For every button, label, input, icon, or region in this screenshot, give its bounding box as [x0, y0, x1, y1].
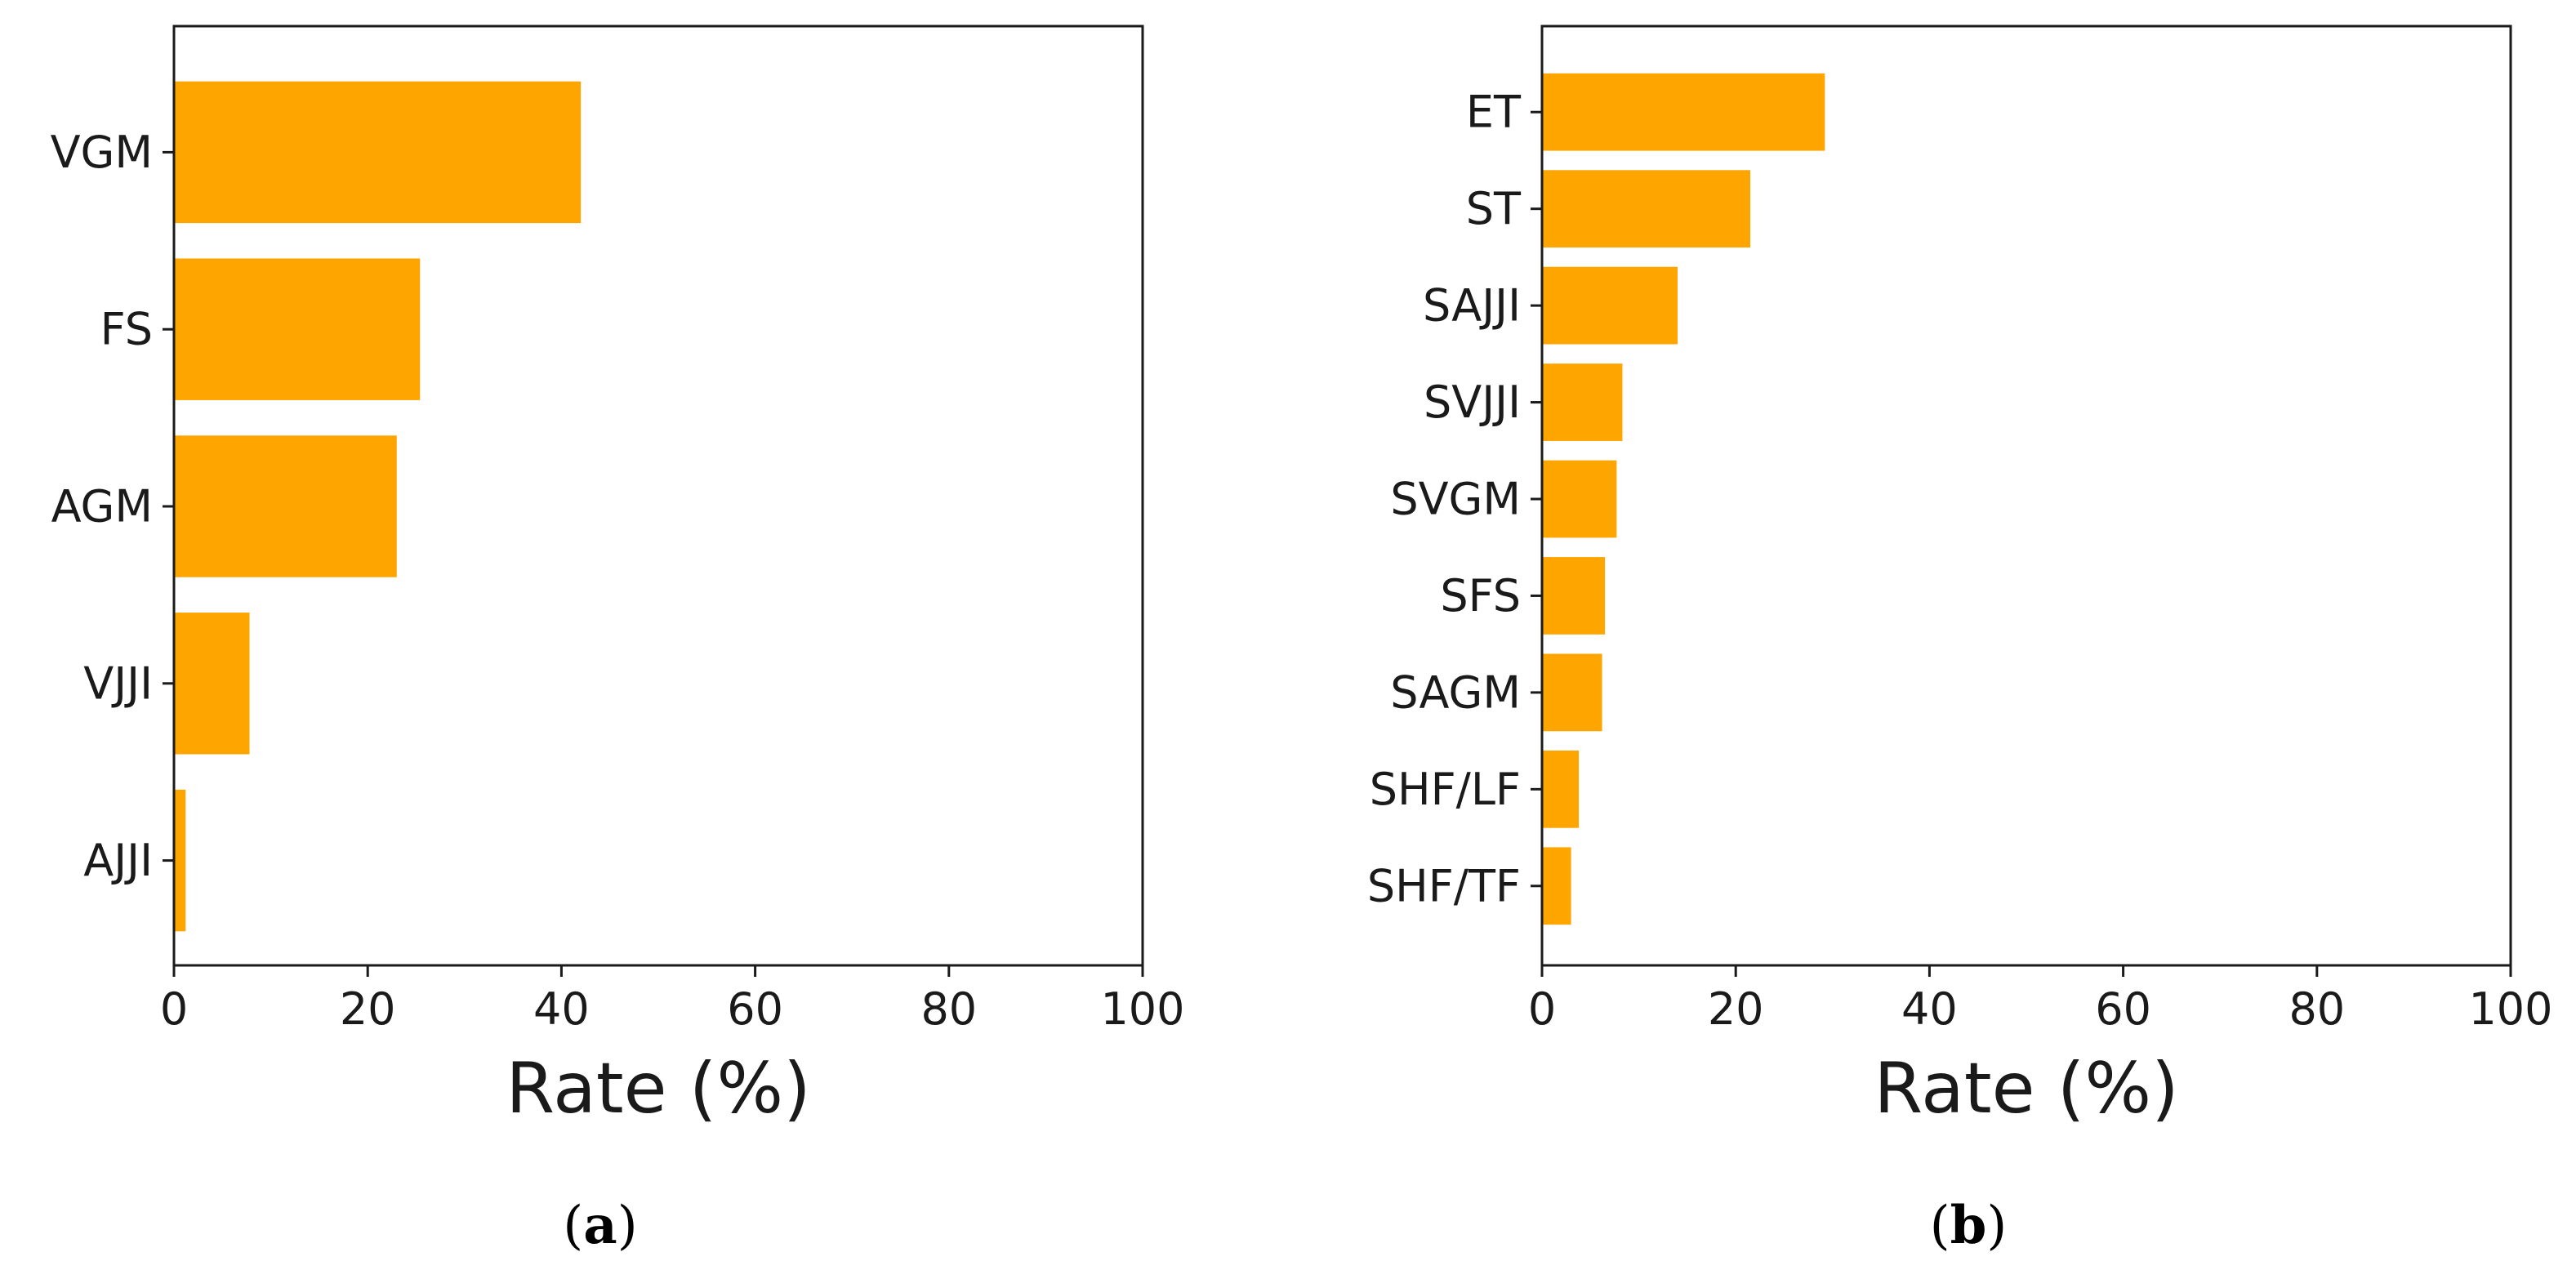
chart-a-xtick-label-5: 100	[1100, 983, 1184, 1035]
chart-a-ytick-label-1: FS	[100, 304, 153, 355]
chart-a-caption-letter: a	[583, 1195, 617, 1256]
chart-a-xtick-label-1: 20	[340, 983, 396, 1035]
chart-b-bar-7	[1542, 750, 1580, 828]
chart-a-bar-0	[174, 81, 582, 224]
chart-b-yticks: ET ST SAJJI SVJJI SVGM SFS SAGM SHF/LF SHF/TF	[1367, 87, 1542, 911]
chart-b-xtick-label-1: 20	[1708, 983, 1764, 1035]
chart-b-bar-4	[1542, 460, 1617, 538]
chart-b-xtick-label-3: 60	[2095, 983, 2151, 1035]
chart-a-frame	[172, 25, 1144, 967]
chart-a-xlabel: Rate (%)	[506, 1048, 810, 1130]
chart-a-bars	[174, 81, 582, 932]
chart-a-ytick-label-0: VGM	[51, 127, 153, 178]
chart-b-bars	[1542, 73, 1825, 925]
chart-b-caption-close: )	[1986, 1196, 2007, 1256]
chart-b-caption-letter: b	[1950, 1195, 1987, 1256]
chart-a-xticks: 0 20 40 60 80 100	[160, 965, 1185, 1035]
chart-b-caption-open: (	[1930, 1196, 1950, 1256]
chart-b-ytick-label-6: SAGM	[1390, 666, 1521, 718]
chart-b-xtick-label-5: 100	[2468, 983, 2552, 1035]
chart-b: ET ST SAJJI SVJJI SVGM SFS SAGM SHF/LF SHF/TF 0 2…	[1367, 25, 2553, 1256]
chart-b-bar-6	[1542, 653, 1602, 732]
chart-b-bar-1	[1542, 170, 1750, 248]
chart-b-ytick-label-8: SHF/TF	[1367, 860, 1521, 911]
chart-b-ytick-label-3: SVJJI	[1424, 377, 1521, 428]
chart-a-bar-2	[174, 435, 397, 577]
chart-b-ytick-label-4: SVGM	[1390, 474, 1521, 525]
chart-b-xtick-label-2: 40	[1901, 983, 1958, 1035]
chart-b-ytick-label-0: ET	[1466, 87, 1522, 138]
chart-b-ytick-label-7: SHF/LF	[1370, 764, 1521, 815]
chart-a-xtick-label-0: 0	[160, 983, 188, 1035]
chart-a-xtick-label-3: 60	[727, 983, 783, 1035]
chart-b-ytick-label-1: ST	[1466, 183, 1522, 234]
chart-a-bar-3	[174, 613, 250, 755]
chart-b-xlabel: Rate (%)	[1874, 1048, 2178, 1130]
chart-b-xtick-label-4: 80	[2289, 983, 2345, 1035]
chart-a-yticks: VGM FS AGM VJJI AJJI	[51, 127, 174, 886]
chart-a-xtick-label-2: 40	[533, 983, 590, 1035]
chart-b-ytick-label-2: SAJJI	[1423, 280, 1521, 332]
chart-a-bar-1	[174, 258, 421, 400]
chart-b-bar-8	[1542, 847, 1571, 925]
chart-b-xtick-label-0: 0	[1528, 983, 1556, 1035]
chart-b-bar-5	[1542, 557, 1606, 635]
chart-b-caption: (b)	[1930, 1195, 2008, 1256]
chart-a-bar-4	[174, 789, 186, 932]
chart-a-caption: (a)	[563, 1195, 637, 1256]
chart-b-xticks: 0 20 40 60 80 100	[1528, 965, 2553, 1035]
chart-b-bar-0	[1542, 73, 1825, 151]
chart-a-ytick-label-2: AGM	[51, 481, 153, 533]
chart-a: VGM FS AGM VJJI AJJI 0 20 40 60 80 100 Rate (%) (…	[51, 25, 1185, 1256]
chart-a-ytick-label-4: AJJI	[83, 835, 153, 886]
chart-a-xtick-label-4: 80	[920, 983, 977, 1035]
chart-a-caption-open: (	[563, 1196, 583, 1256]
chart-b-bar-2	[1542, 266, 1678, 345]
chart-a-ytick-label-3: VJJI	[83, 657, 153, 709]
chart-b-ytick-label-5: SFS	[1440, 570, 1521, 622]
chart-b-frame	[1540, 25, 2512, 967]
chart-a-caption-close: )	[617, 1196, 638, 1256]
chart-b-bar-3	[1542, 363, 1623, 441]
